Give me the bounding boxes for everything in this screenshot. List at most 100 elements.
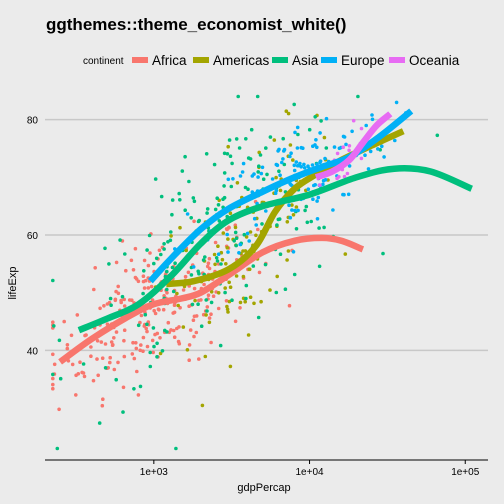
point-oceania [318, 183, 322, 187]
point-americas [158, 351, 163, 356]
point-asia [218, 343, 223, 348]
point-asia [227, 138, 232, 142]
point-asia [264, 146, 268, 150]
point-europe [296, 208, 300, 213]
point-asia [154, 256, 159, 261]
point-asia [171, 289, 176, 294]
point-europe [280, 160, 284, 165]
point-africa [187, 358, 191, 363]
grid [45, 118, 488, 352]
point-asia [189, 216, 193, 220]
point-americas [213, 262, 217, 267]
point-americas [241, 274, 246, 279]
point-africa [138, 348, 142, 353]
point-europe [289, 151, 293, 155]
point-asia [303, 208, 307, 213]
point-africa [130, 352, 135, 356]
point-europe [382, 155, 386, 159]
point-asia [132, 387, 136, 391]
point-africa [166, 320, 171, 325]
point-americas [178, 225, 182, 230]
point-africa [101, 397, 105, 402]
legend-title: continent [83, 56, 124, 67]
point-asia [196, 269, 200, 274]
point-asia [249, 127, 254, 132]
point-asia [155, 341, 159, 346]
point-africa [139, 313, 144, 318]
point-africa [207, 316, 212, 320]
point-asia [212, 162, 217, 167]
point-asia [233, 230, 238, 235]
point-asia [244, 283, 249, 288]
point-africa [89, 354, 93, 359]
point-africa [91, 378, 96, 383]
point-asia [223, 290, 227, 295]
point-europe [276, 149, 280, 153]
point-asia [324, 146, 329, 150]
point-americas [207, 320, 212, 325]
point-europe [331, 208, 335, 212]
point-americas [243, 249, 248, 253]
point-europe [293, 208, 297, 213]
point-africa [153, 311, 158, 316]
y-tick-label: 80 [27, 116, 39, 127]
point-europe [256, 175, 260, 179]
point-americas [284, 109, 289, 113]
point-asia [145, 248, 149, 252]
point-asia [225, 152, 230, 156]
point-americas [322, 135, 327, 140]
point-asia [230, 161, 234, 166]
point-americas [291, 158, 295, 162]
point-africa [134, 341, 138, 345]
point-asia [57, 338, 62, 343]
smooth-line-oceania [314, 111, 393, 181]
point-africa [119, 300, 123, 305]
point-europe [315, 217, 320, 221]
point-asia [221, 197, 225, 201]
point-europe [302, 162, 306, 167]
point-asia [256, 170, 261, 174]
point-europe [342, 192, 346, 197]
point-africa [148, 251, 152, 255]
point-asia [97, 421, 102, 425]
point-americas [228, 285, 233, 290]
point-africa [186, 270, 191, 275]
point-europe [312, 183, 316, 188]
point-asia [215, 259, 220, 263]
point-americas [220, 257, 225, 262]
point-americas [221, 231, 226, 235]
point-europe [291, 250, 296, 254]
point-asia [322, 225, 326, 230]
chart-title: ggthemes::theme_economist_white() [46, 15, 346, 34]
point-europe [278, 173, 282, 177]
point-africa [207, 256, 212, 261]
point-asia [309, 219, 314, 224]
point-africa [145, 344, 150, 349]
point-africa [100, 356, 105, 361]
point-europe [216, 252, 221, 256]
point-asia [319, 119, 323, 123]
point-europe [315, 199, 319, 203]
point-asia [165, 330, 169, 334]
point-europe [274, 188, 279, 193]
point-asia [138, 384, 143, 389]
point-africa [51, 382, 55, 387]
point-europe [342, 135, 347, 139]
point-africa [206, 261, 211, 266]
point-africa [192, 286, 197, 291]
point-asia [216, 203, 221, 207]
point-asia [234, 137, 239, 141]
point-europe [299, 145, 304, 150]
point-americas [225, 307, 230, 312]
point-americas [252, 301, 256, 306]
point-americas [238, 300, 243, 305]
point-asia [234, 243, 238, 248]
point-asia [114, 377, 118, 382]
point-asia [217, 219, 222, 223]
point-americas [285, 258, 289, 262]
point-asia [51, 372, 55, 377]
point-asia [103, 246, 107, 251]
point-asia [109, 303, 113, 308]
point-africa [99, 340, 104, 344]
point-asia [152, 261, 156, 266]
